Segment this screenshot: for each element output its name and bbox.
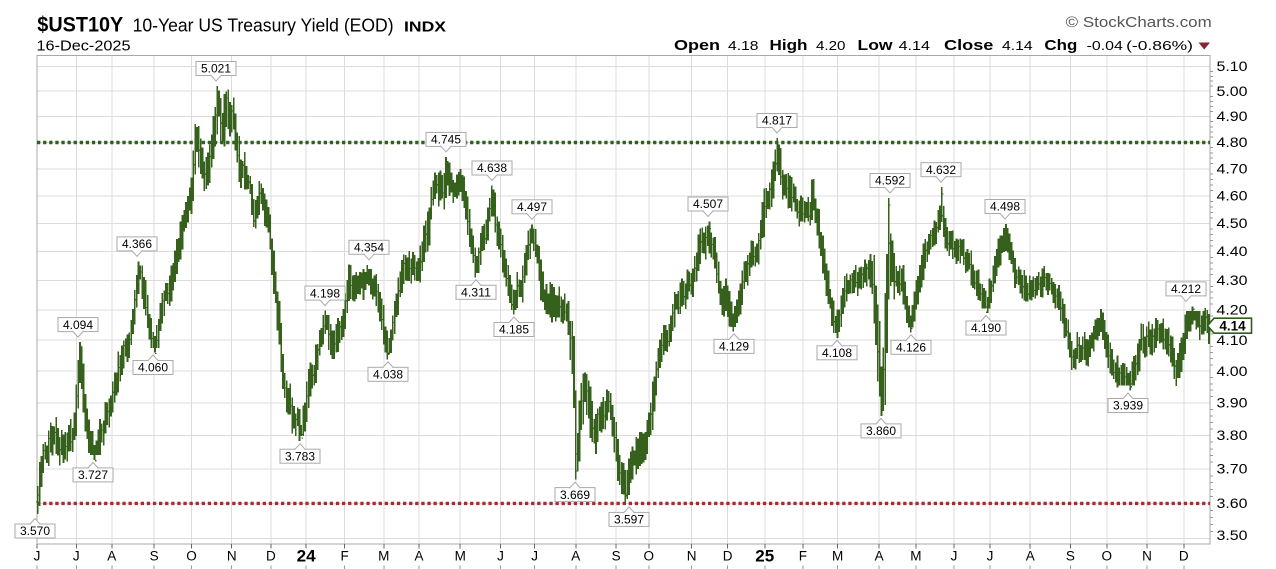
svg-text:3.939: 3.939 — [1113, 401, 1143, 413]
svg-text:4.592: 4.592 — [875, 176, 905, 188]
svg-text:4.366: 4.366 — [122, 239, 152, 251]
svg-text:O: O — [644, 549, 655, 564]
svg-text:25: 25 — [755, 548, 774, 566]
svg-text:3.60: 3.60 — [1217, 496, 1248, 511]
svg-text:4.129: 4.129 — [719, 342, 749, 354]
svg-text:4.20: 4.20 — [1217, 303, 1248, 318]
svg-text:4.311: 4.311 — [461, 288, 491, 300]
svg-text:J: J — [497, 549, 504, 564]
svg-text:4.60: 4.60 — [1217, 189, 1248, 204]
svg-text:4.10: 4.10 — [1217, 333, 1248, 348]
svg-text:N: N — [1142, 549, 1152, 564]
svg-text:4.14: 4.14 — [899, 38, 930, 53]
svg-text:J: J — [73, 549, 80, 564]
svg-text:INDX: INDX — [404, 19, 446, 36]
svg-text:4.90: 4.90 — [1217, 109, 1248, 124]
svg-text:24: 24 — [297, 548, 317, 566]
svg-text:Low: Low — [858, 37, 893, 54]
svg-text:S: S — [1066, 549, 1075, 564]
svg-text:4.354: 4.354 — [354, 243, 385, 255]
svg-text:Close: Close — [944, 37, 993, 54]
svg-text:4.060: 4.060 — [138, 363, 168, 375]
svg-text:4.632: 4.632 — [926, 165, 956, 177]
svg-text:J: J — [951, 549, 958, 564]
svg-text:4.40: 4.40 — [1217, 244, 1248, 259]
svg-text:4.498: 4.498 — [990, 202, 1020, 214]
svg-text:4.198: 4.198 — [310, 288, 340, 300]
svg-text:D: D — [1179, 549, 1189, 564]
svg-text:A: A — [571, 549, 580, 564]
svg-text:3.669: 3.669 — [560, 490, 590, 502]
svg-text:O: O — [186, 549, 197, 564]
svg-text:M: M — [378, 549, 389, 564]
svg-text:5.10: 5.10 — [1217, 59, 1248, 74]
svg-text:M: M — [455, 549, 466, 564]
svg-text:High: High — [770, 37, 808, 54]
svg-text:4.30: 4.30 — [1217, 273, 1248, 288]
svg-text:D: D — [266, 549, 276, 564]
svg-text:J: J — [987, 549, 994, 564]
svg-text:© StockCharts.com: © StockCharts.com — [1066, 14, 1212, 31]
svg-text:4.00: 4.00 — [1217, 364, 1248, 379]
svg-text:O: O — [1102, 549, 1113, 564]
svg-text:D: D — [723, 549, 733, 564]
svg-text:A: A — [875, 549, 884, 564]
svg-text:4.638: 4.638 — [477, 163, 507, 175]
svg-text:4.190: 4.190 — [971, 323, 1001, 335]
svg-text:Chg: Chg — [1044, 37, 1077, 54]
svg-text:4.507: 4.507 — [693, 199, 723, 211]
svg-text:3.90: 3.90 — [1217, 396, 1248, 411]
svg-text:3.783: 3.783 — [285, 451, 315, 463]
svg-text:4.212: 4.212 — [1171, 284, 1201, 296]
svg-text:J: J — [34, 549, 41, 564]
svg-text:A: A — [1026, 549, 1035, 564]
svg-text:4.50: 4.50 — [1217, 216, 1248, 231]
svg-text:$UST10Y: $UST10Y — [37, 13, 123, 37]
svg-text:M: M — [910, 549, 921, 564]
svg-text:Open: Open — [674, 37, 720, 54]
svg-text:3.50: 3.50 — [1217, 528, 1248, 543]
svg-text:4.14: 4.14 — [1219, 319, 1246, 334]
svg-text:M: M — [832, 549, 843, 564]
svg-text:3.597: 3.597 — [614, 515, 644, 527]
svg-text:4.108: 4.108 — [822, 348, 852, 360]
svg-text:-0.04: -0.04 — [1087, 38, 1123, 53]
svg-text:A: A — [107, 549, 116, 564]
svg-text:4.497: 4.497 — [517, 202, 547, 214]
svg-text:5.021: 5.021 — [201, 64, 231, 76]
svg-text:4.18: 4.18 — [728, 38, 759, 53]
svg-text:S: S — [150, 549, 159, 564]
svg-text:3.860: 3.860 — [866, 426, 896, 438]
svg-text:(-0.86%): (-0.86%) — [1126, 38, 1193, 53]
svg-text:F: F — [340, 549, 348, 564]
svg-text:3.570: 3.570 — [20, 526, 50, 538]
svg-text:F: F — [799, 549, 807, 564]
svg-text:4.80: 4.80 — [1217, 135, 1248, 150]
svg-text:5.00: 5.00 — [1217, 84, 1248, 99]
svg-text:4.185: 4.185 — [499, 325, 529, 337]
svg-text:N: N — [227, 549, 237, 564]
svg-text:3.80: 3.80 — [1217, 428, 1248, 443]
svg-text:N: N — [687, 549, 697, 564]
svg-text:A: A — [414, 549, 423, 564]
svg-text:3.70: 3.70 — [1217, 462, 1248, 477]
svg-text:4.20: 4.20 — [816, 38, 846, 53]
svg-text:4.14: 4.14 — [1002, 38, 1033, 53]
svg-text:4.70: 4.70 — [1217, 162, 1248, 177]
svg-text:4.817: 4.817 — [762, 116, 792, 128]
svg-text:4.745: 4.745 — [431, 135, 461, 147]
svg-text:10-Year US Treasury Yield (EOD: 10-Year US Treasury Yield (EOD) — [133, 16, 394, 36]
svg-text:4.094: 4.094 — [63, 320, 94, 332]
svg-text:J: J — [531, 549, 538, 564]
svg-text:4.126: 4.126 — [896, 343, 926, 355]
svg-text:4.038: 4.038 — [373, 370, 403, 382]
svg-text:3.727: 3.727 — [78, 470, 108, 482]
svg-text:S: S — [612, 549, 621, 564]
svg-text:16-Dec-2025: 16-Dec-2025 — [37, 39, 131, 55]
